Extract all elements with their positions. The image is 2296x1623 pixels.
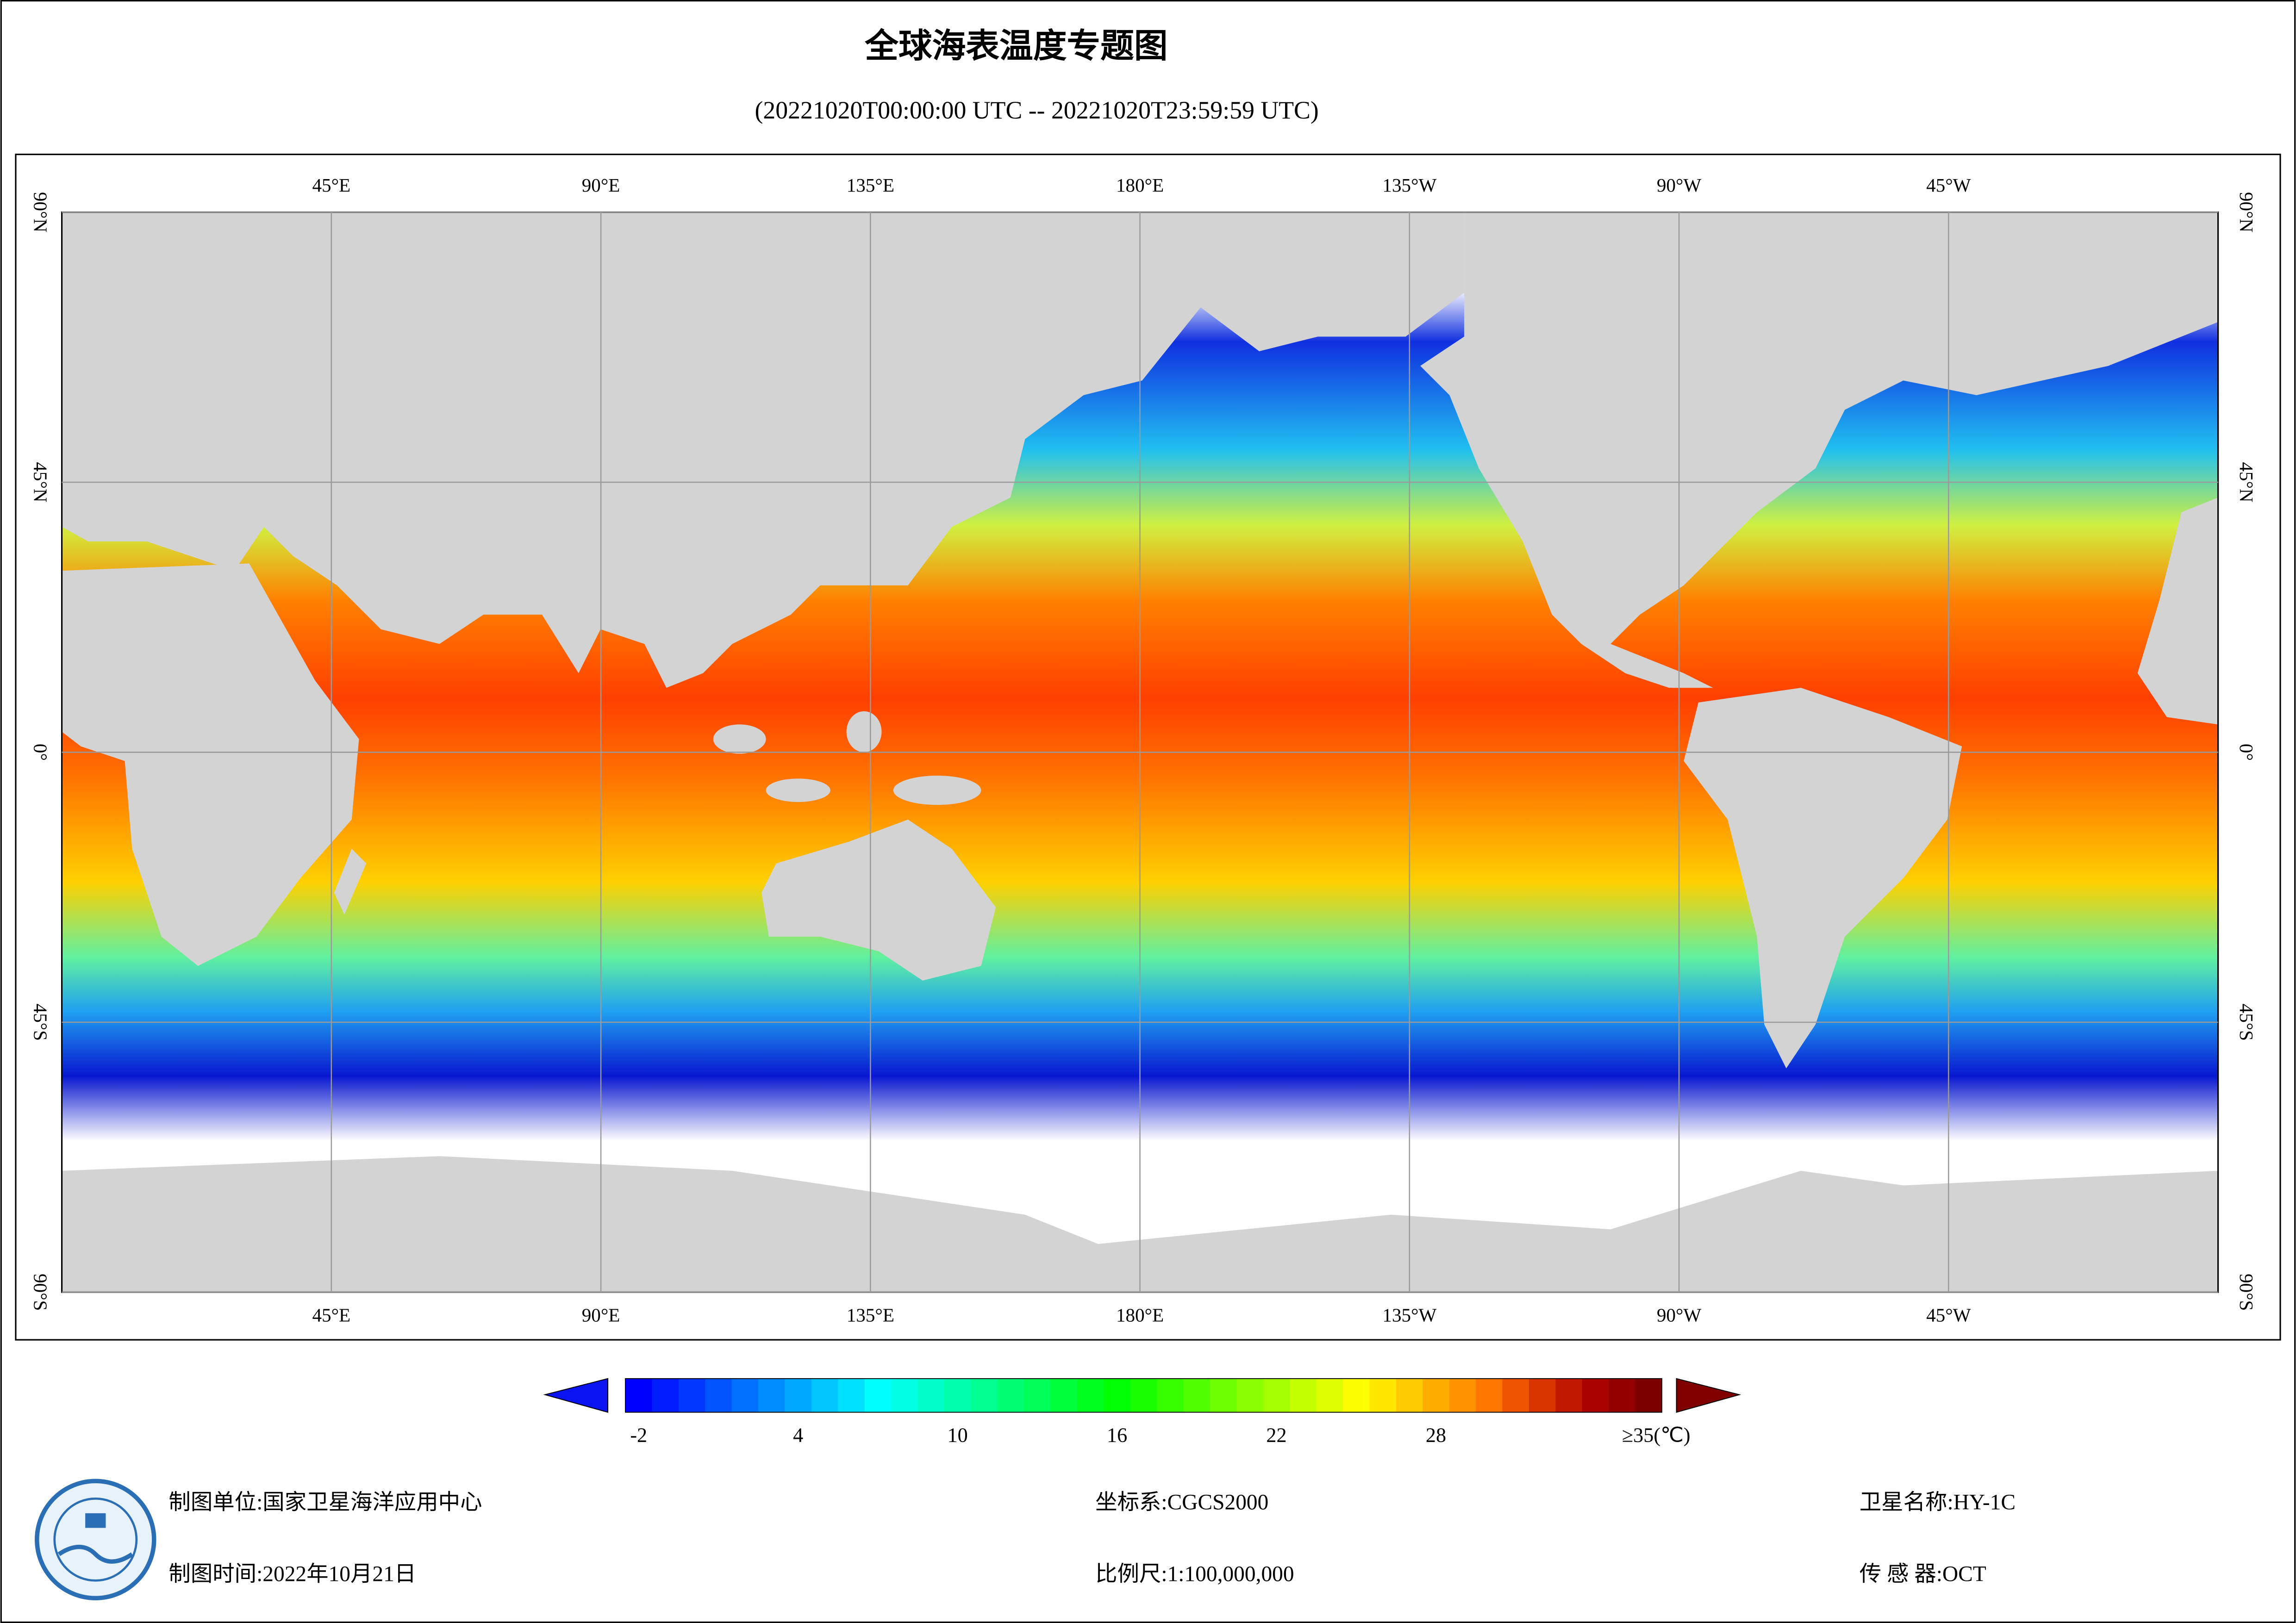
- colorbar-cell: [1316, 1378, 1344, 1412]
- colorbar-tick-label: 4: [793, 1424, 803, 1447]
- colorbar-cell: [1183, 1378, 1210, 1412]
- lat-label-right: 45°S: [2236, 1004, 2257, 1041]
- lon-label-bottom: 45°E: [312, 1305, 350, 1326]
- logo: [35, 1479, 156, 1600]
- colorbar-tick-label: -2: [630, 1424, 647, 1447]
- colorbar-cell: [1263, 1378, 1291, 1412]
- lon-label-top: 180°E: [1116, 174, 1164, 196]
- colorbar-cell: [1369, 1378, 1397, 1412]
- colorbar-cell: [1024, 1378, 1051, 1412]
- colorbar-cell: [1236, 1378, 1264, 1412]
- colorbar-cell: [997, 1378, 1025, 1412]
- lon-label-bottom: 135°E: [847, 1305, 894, 1326]
- lat-label-left: 0°: [30, 744, 51, 761]
- colorbar-under: [543, 1378, 609, 1413]
- colorbar-cell: [1050, 1378, 1078, 1412]
- colorbar-cell: [1423, 1378, 1450, 1412]
- colorbar-cell: [891, 1378, 918, 1412]
- lon-label-bottom: 180°E: [1116, 1305, 1164, 1326]
- colorbar-cell: [1290, 1378, 1317, 1412]
- footer-time: 制图时间:2022年10月21日: [168, 1562, 416, 1586]
- island: [713, 724, 766, 754]
- footer-satellite: 卫星名称:HY-1C: [1859, 1491, 2015, 1515]
- colorbar-cell: [1210, 1378, 1237, 1412]
- lon-label-top: 135°E: [847, 174, 894, 196]
- footer-crs: 坐标系:CGCS2000: [1095, 1491, 1268, 1515]
- colorbar: -2 4 10 16 22 28 ≥35(℃): [543, 1378, 1741, 1447]
- lat-label-right: 45°N: [2236, 462, 2257, 502]
- colorbar-cell: [1609, 1378, 1636, 1412]
- colorbar-cell: [1130, 1378, 1158, 1412]
- lat-label-right: 90°N: [2236, 192, 2257, 232]
- colorbar-tick-label: 22: [1266, 1424, 1286, 1447]
- colorbar-cell: [1502, 1378, 1529, 1412]
- colorbar-cell: [1582, 1378, 1610, 1412]
- colorbar-cell: [758, 1378, 786, 1412]
- subtitle: (20221020T00:00:00 UTC -- 20221020T23:59…: [755, 96, 1319, 124]
- colorbar-cell: [1449, 1378, 1477, 1412]
- lon-label-top: 45°E: [312, 174, 350, 196]
- island: [766, 778, 830, 802]
- lon-label-bottom: 90°W: [1657, 1305, 1702, 1326]
- colorbar-cell: [864, 1378, 892, 1412]
- lon-label-bottom: 90°E: [582, 1305, 620, 1326]
- colorbar-cell: [652, 1378, 679, 1412]
- lat-label-left: 90°S: [30, 1274, 51, 1311]
- footer-sensor: 传 感 器:OCT: [1859, 1562, 1986, 1586]
- lat-label-left: 45°N: [30, 462, 51, 502]
- colorbar-cell: [917, 1378, 945, 1412]
- australia: [761, 819, 996, 981]
- title: 全球海表温度专题图: [864, 27, 1167, 65]
- colorbar-over: [1676, 1378, 1741, 1413]
- lat-label-left: 45°S: [30, 1004, 51, 1041]
- colorbar-cell: [811, 1378, 839, 1412]
- colorbar-cell: [1157, 1378, 1184, 1412]
- colorbar-tick-label: 16: [1107, 1424, 1127, 1447]
- colorbar-tick-label: ≥35(℃): [1622, 1424, 1691, 1447]
- colorbar-tick-label: 10: [948, 1424, 968, 1447]
- island: [846, 711, 882, 752]
- colorbar-cell: [971, 1378, 998, 1412]
- island: [893, 776, 981, 805]
- lon-label-top: 45°W: [1926, 174, 1971, 196]
- colorbar-cell: [785, 1378, 812, 1412]
- lat-label-right: 90°S: [2236, 1274, 2257, 1311]
- lon-label-top: 90°W: [1657, 174, 1702, 196]
- madagascar: [334, 849, 367, 915]
- lon-label-top: 90°E: [582, 174, 620, 196]
- lon-label-top: 135°W: [1382, 174, 1436, 196]
- footer-scale: 比例尺:1:100,000,000: [1095, 1562, 1294, 1586]
- south-america: [1684, 688, 1962, 1069]
- lat-label-right: 0°: [2236, 744, 2257, 761]
- colorbar-cell: [705, 1378, 732, 1412]
- colorbar-cell: [1476, 1378, 1503, 1412]
- lon-label-bottom: 135°W: [1382, 1305, 1436, 1326]
- footer-unit: 制图单位:国家卫星海洋应用中心: [168, 1491, 482, 1515]
- north-america: [1420, 212, 2218, 688]
- colorbar-border: [625, 1378, 1662, 1413]
- colorbar-cell: [1529, 1378, 1556, 1412]
- colorbar-cell: [1104, 1378, 1131, 1412]
- colorbar-cell: [1077, 1378, 1104, 1412]
- colorbar-cell: [944, 1378, 972, 1412]
- africa-west: [2137, 497, 2218, 725]
- map-frame: [15, 154, 2281, 1341]
- colorbar-cell: [1396, 1378, 1423, 1412]
- colorbar-tick-label: 28: [1426, 1424, 1446, 1447]
- colorbar-cell: [1555, 1378, 1583, 1412]
- colorbar-cell: [838, 1378, 865, 1412]
- colorbar-cell: [1635, 1378, 1662, 1412]
- colorbar-cell: [731, 1378, 759, 1412]
- africa: [62, 563, 359, 966]
- lat-label-left: 90°N: [30, 192, 51, 232]
- colorbar-cell: [1343, 1378, 1370, 1412]
- lon-label-bottom: 45°W: [1926, 1305, 1971, 1326]
- eurasia: [62, 212, 1465, 688]
- colorbar-cell: [625, 1378, 653, 1412]
- graticule: 45°E 45°E 90°E 90°E 135°E 135°E 180°E 180°E 135°…: [30, 174, 2258, 1325]
- colorbar-cell: [678, 1378, 706, 1412]
